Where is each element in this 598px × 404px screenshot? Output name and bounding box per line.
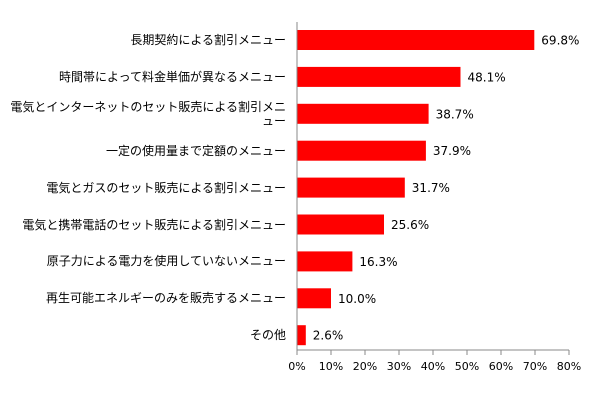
bar (297, 251, 353, 272)
x-tick-label: 30% (387, 360, 411, 373)
bar (297, 140, 426, 161)
data-label: 31.7% (412, 181, 450, 195)
x-axis (296, 22, 570, 355)
data-labels: 69.8% 48.1% 38.7% 37.9% 31.7% 25.6% 16.3% 10.0%… (313, 34, 580, 343)
category-label: 再生可能エネルギーのみを販売するメニュー (45, 291, 286, 306)
category-label: 電気とガスのセット販売による割引メニュー (46, 180, 286, 195)
category-label: 時間帯によって料金単価が異なるメニュー (58, 69, 286, 84)
x-tick-label: 70% (523, 360, 547, 373)
bar (297, 325, 306, 346)
category-label: 電気と携帯電話のセット販売による割引メニュー (22, 217, 286, 232)
bar (297, 103, 429, 124)
bar (297, 30, 535, 50)
bar (297, 66, 461, 87)
bar (297, 177, 405, 198)
bar (297, 214, 384, 235)
x-tick-label: 20% (353, 360, 377, 373)
data-label: 48.1% (468, 70, 506, 84)
bar-series (297, 30, 535, 346)
x-tick-label: 10% (319, 360, 343, 373)
data-label: 37.9% (433, 144, 471, 158)
category-label: その他 (249, 328, 286, 343)
data-label: 2.6% (313, 329, 344, 343)
bar (297, 288, 331, 309)
category-label: 一定の使用量まで定額のメニュー (105, 143, 286, 158)
data-label: 10.0% (338, 292, 376, 306)
x-tick-label: 40% (421, 360, 445, 373)
data-label: 38.7% (436, 107, 474, 121)
category-label: 電気とインターネットのセット販売による割引メニュー (10, 99, 286, 128)
x-tick-labels: 0% 10% 20% 30% 40% 50% 60% 70% 80% (288, 360, 581, 373)
category-label: 原子力による電力を使用していないメニュー (46, 254, 286, 269)
x-tick-label: 60% (489, 360, 513, 373)
data-label: 25.6% (391, 218, 429, 232)
category-label: 長期契約による割引メニュー (130, 33, 286, 47)
data-label: 16.3% (359, 255, 397, 269)
x-tick-label: 80% (557, 360, 581, 373)
data-label: 69.8% (541, 34, 579, 48)
x-tick-label: 50% (455, 360, 479, 373)
x-tick-label: 0% (288, 360, 305, 373)
